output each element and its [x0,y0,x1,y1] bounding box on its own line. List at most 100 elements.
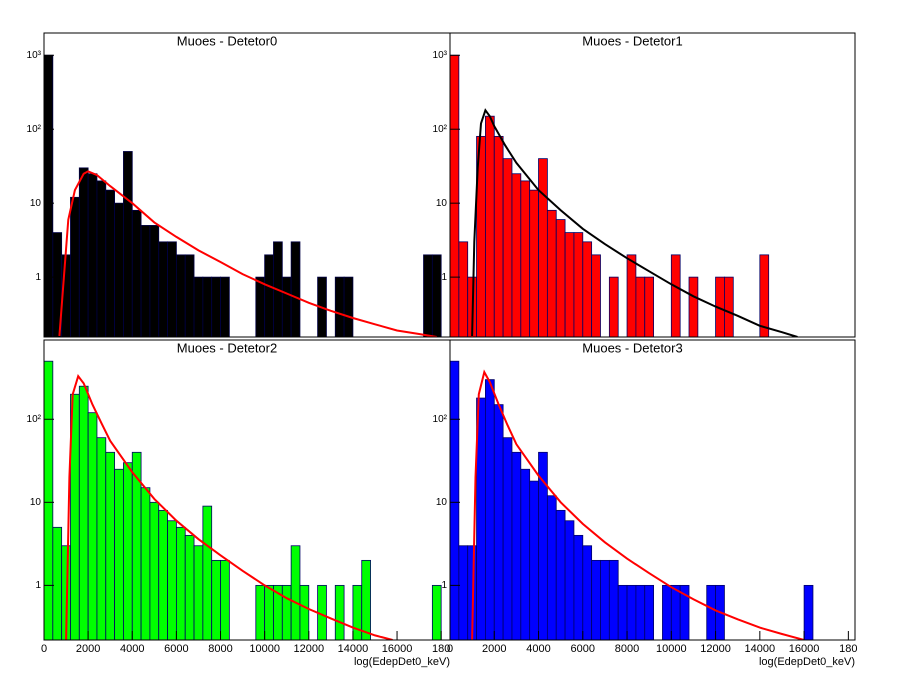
bar [281,584,292,640]
y-tick-label: 10² [433,124,448,135]
bar [635,276,646,337]
y-tick-label: 10 [436,497,448,508]
bar [626,584,637,640]
y-tick-label: 1 [441,272,447,283]
y-tick-label: 1 [35,272,41,283]
bar [670,584,681,640]
bar [688,276,699,337]
plot-area [450,54,798,337]
bar [334,276,345,337]
bar [264,254,274,337]
y-tick-label: 10 [30,497,42,508]
fit-curve [471,369,805,640]
x-tick-label: 16000 [382,643,413,655]
y-tick-label: 10³ [27,50,42,61]
y-tick-label: 10² [27,414,42,425]
bar [529,480,539,640]
bar [635,584,646,640]
x-tick-label: 14000 [338,643,369,655]
y-tick-label: 10 [30,198,42,209]
x-tick-label: 4000 [526,643,550,655]
bar [564,232,575,337]
bar [78,385,89,640]
bar [361,559,371,640]
bar [670,254,681,337]
bar [211,276,221,337]
bar [546,495,557,640]
bar [485,379,495,640]
bar [175,254,186,337]
x-tick-label: 2000 [76,643,100,655]
x-tick-label: 6000 [571,643,595,655]
fit-curve [65,374,393,640]
bar [591,559,601,640]
bar [96,180,107,337]
bar [299,584,310,640]
fit-curve [471,108,798,337]
frame [449,339,856,641]
x-tick-label: 12000 [293,643,324,655]
chart-title: Muoes - Detetor1 [582,33,682,48]
x-tick-label: 16000 [789,643,820,655]
bar [167,241,177,337]
bar [220,559,230,640]
bar [431,584,442,640]
bar [158,241,168,337]
bar [78,167,89,337]
chart-title: Muoes - Detetor3 [582,340,682,355]
y-tick-label: 10² [27,124,42,135]
bar [167,520,177,640]
x-tick-label: 10000 [656,643,687,655]
bar [493,404,504,640]
chart-title: Muoes - Detetor2 [177,340,277,355]
bar [759,254,770,337]
bar [184,254,195,337]
bar [105,451,116,640]
bar [538,158,548,337]
bar [149,501,160,640]
bar [511,451,522,640]
bar [281,276,292,337]
bar [202,505,213,640]
bar [123,151,133,337]
bar [662,584,672,640]
chart-title: Muoes - Detetor0 [177,33,277,48]
bar [105,189,116,337]
bar [502,158,513,337]
bar [140,487,151,640]
bar [220,276,230,337]
bar [140,225,151,337]
bar [458,545,469,640]
bar [44,54,54,337]
x-tick-label: 14000 [745,643,776,655]
bar [131,209,142,337]
bar [502,437,513,640]
bar [52,526,63,640]
bar [520,180,531,337]
bar [626,254,637,337]
bar [644,276,655,337]
bar [290,241,301,337]
plot-area [450,360,814,640]
x-tick-label: 8000 [615,643,639,655]
bar [450,54,460,337]
bar [423,254,433,337]
bar [44,360,54,640]
bar [511,173,522,337]
x-axis-title: log(EdepDet0_keV) [759,656,855,668]
bar [123,462,133,640]
bar [202,276,213,337]
bar [520,468,531,640]
bar [255,276,266,337]
bar [493,135,504,337]
bar [803,584,814,640]
bar [193,545,204,640]
bar [617,584,628,640]
y-tick-label: 10² [433,414,448,425]
bar [458,241,469,337]
x-tick-label: 2000 [482,643,506,655]
bar [87,173,98,337]
y-tick-label: 10³ [433,50,448,61]
bar [290,545,301,640]
bar [582,241,593,337]
